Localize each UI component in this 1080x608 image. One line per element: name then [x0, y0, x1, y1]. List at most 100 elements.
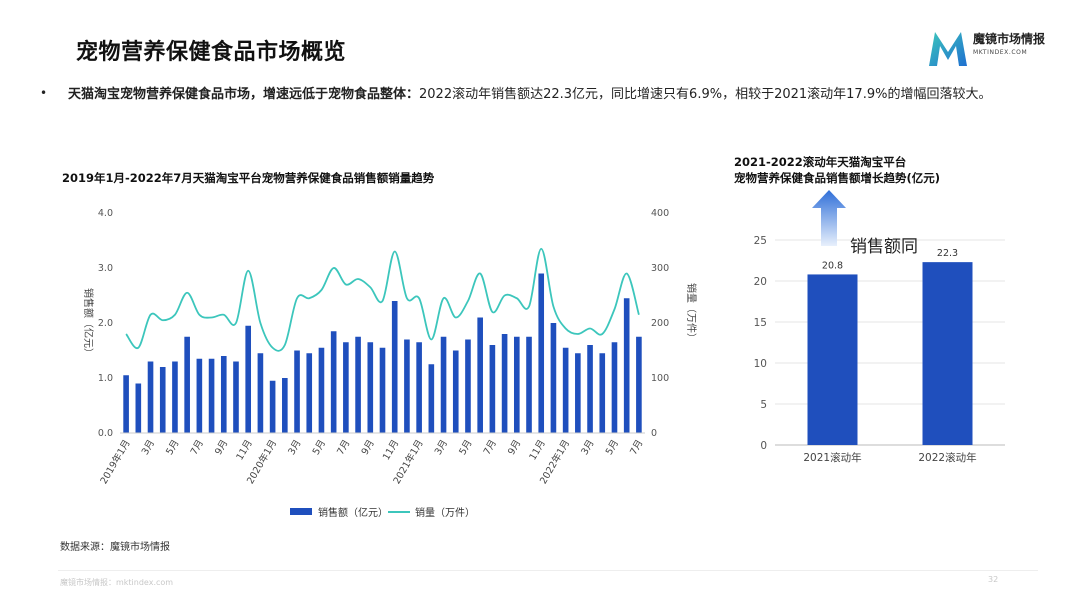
- volume-line: [125, 247, 640, 352]
- sales-bar: [220, 356, 227, 433]
- summary-bullet: 天猫淘宝宠物营养保健食品市场，增速远低于宠物食品整体：2022滚动年销售额达22…: [68, 84, 1038, 106]
- sales-bar: [562, 347, 569, 433]
- logo-domain: MKTINDEX.COM: [973, 49, 1028, 56]
- right-y-tick-label: 10: [754, 358, 767, 370]
- right-y-tick-label: 15: [754, 317, 767, 329]
- sales-bar: [135, 383, 142, 433]
- rolling-year-bar: [807, 274, 858, 445]
- sales-bar: [282, 378, 288, 433]
- sales-bar: [330, 331, 337, 433]
- sales-bar: [245, 325, 252, 433]
- rolling-year-data-label: 20.8: [822, 260, 843, 271]
- x-tick-label: 7月: [482, 438, 499, 457]
- right-y-tick-label: 5: [760, 399, 767, 411]
- right-chart-title: 2021-2022滚动年天猫淘宝平台 宠物营养保健食品销售额增长趋势(亿元): [734, 154, 940, 186]
- sales-bar: [636, 336, 642, 433]
- sales-bar: [184, 336, 190, 433]
- x-tick-label: 7月: [335, 438, 352, 457]
- x-tick-label: 9月: [506, 438, 523, 457]
- right-y-tick-label: 25: [754, 235, 767, 247]
- x-tick-label: 3月: [140, 438, 157, 457]
- sales-bar: [355, 336, 361, 433]
- sales-bar: [428, 364, 435, 433]
- sales-bar: [269, 380, 276, 433]
- sales-bar: [501, 334, 508, 433]
- sales-bar: [343, 342, 349, 433]
- sales-bar: [599, 353, 606, 433]
- sales-bar: [404, 339, 410, 433]
- rolling-year-bar: [922, 262, 973, 445]
- summary-bold: 天猫淘宝宠物营养保健食品市场，增速远低于宠物食品整体：: [68, 87, 420, 102]
- sales-bar: [513, 336, 520, 433]
- growth-arrow-icon: [812, 190, 846, 246]
- rolling-year-data-label: 22.3: [937, 248, 958, 259]
- sales-bar: [367, 342, 374, 433]
- sales-bar: [440, 336, 447, 433]
- legend-sales-swatch: [290, 508, 312, 515]
- left-y-tick-label: 4.0: [98, 208, 113, 219]
- sales-bar: [538, 273, 545, 433]
- sales-bar: [391, 301, 398, 433]
- legend-sales-label: 销售额（亿元）: [318, 506, 388, 519]
- rolling-year-category-label: 2022滚动年: [918, 451, 976, 464]
- left-y-axis-title: 销售额（亿元）: [82, 288, 95, 358]
- sales-bar: [257, 353, 264, 433]
- right-y-tick-label: 20: [754, 276, 767, 288]
- data-source: 数据来源：魔镜市场情报: [60, 542, 170, 553]
- sales-bar: [623, 298, 630, 433]
- x-tick-label: 9月: [360, 438, 377, 457]
- sales-bar: [477, 317, 483, 433]
- right-y-tick-label: 200: [651, 318, 669, 329]
- rolling-year-category-label: 2021滚动年: [803, 451, 861, 464]
- sales-bar: [416, 342, 422, 433]
- growth-annotation: 销售额同: [850, 237, 918, 257]
- right-chart-title-line1: 2021-2022滚动年天猫淘宝平台: [734, 155, 907, 169]
- x-tick-label: 5月: [164, 438, 181, 457]
- x-tick-label: 11月: [381, 438, 401, 462]
- sales-bar: [489, 345, 496, 433]
- right-y-tick-label: 0: [651, 428, 657, 439]
- sales-bar: [123, 375, 129, 433]
- x-tick-label: 5月: [311, 438, 328, 457]
- bullet-icon: •: [40, 86, 48, 100]
- x-tick-label: 11月: [234, 438, 254, 462]
- x-tick-label: 3月: [286, 438, 303, 457]
- sales-bar: [465, 339, 471, 433]
- x-tick-label: 7月: [628, 438, 645, 457]
- sales-bar: [575, 353, 581, 433]
- sales-bar: [159, 367, 166, 433]
- sales-bar: [318, 347, 325, 433]
- sales-bar: [379, 347, 386, 433]
- summary-text: 2022滚动年销售额达22.3亿元，同比增速只有6.9%，相较于2021滚动年1…: [419, 87, 992, 102]
- sales-bar: [611, 342, 618, 433]
- sales-bar: [196, 358, 203, 433]
- brand-logo: 魔镜市场情报 MKTINDEX.COM: [925, 26, 1055, 72]
- sales-bar: [147, 361, 154, 433]
- sales-bar: [208, 358, 215, 433]
- sales-bar: [233, 361, 239, 433]
- right-y-axis-title: 销量（万件）: [685, 283, 698, 343]
- right-y-tick-label: 300: [651, 263, 669, 274]
- sales-bar: [550, 323, 557, 433]
- legend-volume-label: 销量（万件）: [415, 506, 475, 519]
- footer-divider: [58, 570, 1038, 571]
- left-chart-title: 2019年1月-2022年7月天猫淘宝平台宠物营养保健食品销售额销量趋势: [62, 171, 435, 185]
- left-y-tick-label: 1.0: [98, 373, 113, 384]
- sales-bar: [294, 350, 300, 433]
- page-title: 宠物营养保健食品市场概览: [76, 40, 347, 65]
- left-y-tick-label: 2.0: [98, 318, 113, 329]
- x-tick-label: 3月: [579, 438, 596, 457]
- x-tick-label: 11月: [527, 438, 547, 462]
- left-y-tick-label: 3.0: [98, 263, 113, 274]
- right-y-tick-label: 0: [760, 440, 767, 452]
- sales-bar: [306, 353, 313, 433]
- sales-bar: [452, 350, 459, 433]
- sales-bar: [172, 361, 178, 433]
- right-chart-title-line2: 宠物营养保健食品销售额增长趋势(亿元): [734, 171, 941, 185]
- x-tick-label: 3月: [433, 438, 450, 457]
- x-tick-label: 7月: [189, 438, 206, 457]
- logo-m-icon: [929, 32, 967, 66]
- footer-text: 魔镜市场情报：mktindex.com: [60, 578, 174, 587]
- sales-bar: [526, 336, 532, 433]
- right-y-tick-label: 100: [651, 373, 669, 384]
